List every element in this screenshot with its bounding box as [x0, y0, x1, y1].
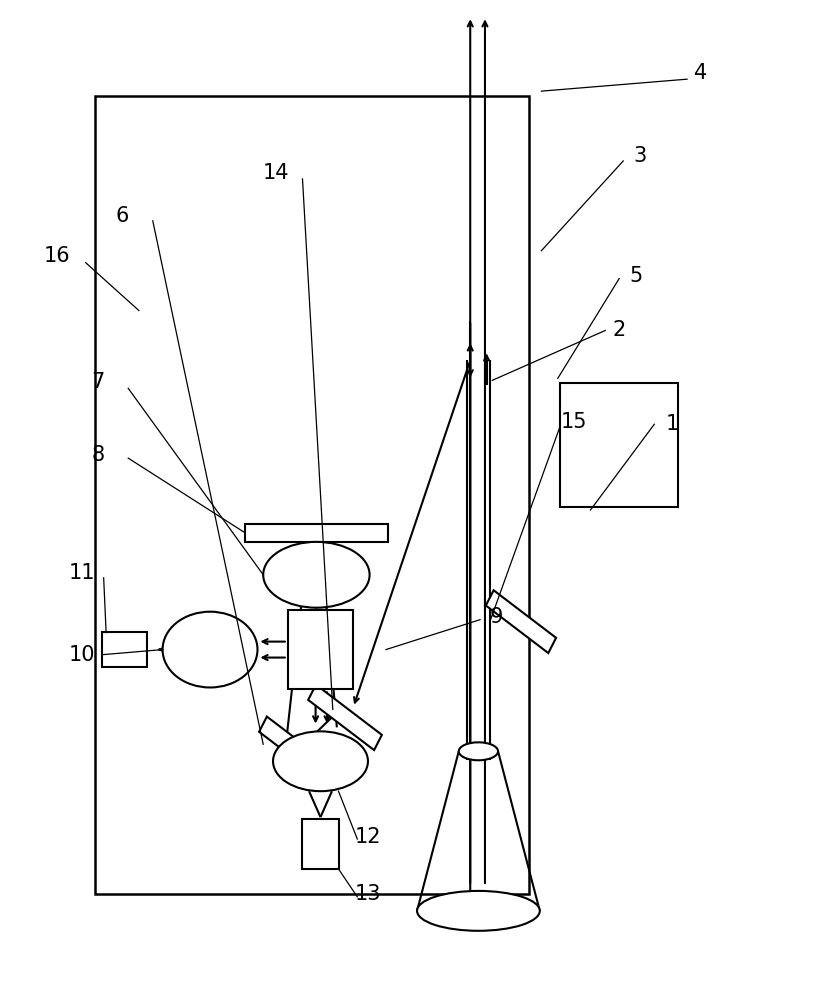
Text: 14: 14: [262, 163, 289, 183]
Polygon shape: [259, 717, 333, 782]
Polygon shape: [308, 685, 382, 750]
Bar: [245, 524, 388, 542]
Text: 16: 16: [44, 246, 71, 266]
Text: 12: 12: [355, 827, 381, 847]
Text: 1: 1: [666, 414, 679, 434]
Text: 2: 2: [612, 320, 626, 340]
Text: 7: 7: [91, 372, 104, 392]
Text: 13: 13: [355, 884, 381, 904]
Bar: [560, 383, 678, 507]
Text: 3: 3: [633, 146, 646, 166]
Bar: [102, 632, 147, 667]
Ellipse shape: [459, 742, 498, 760]
Ellipse shape: [273, 731, 368, 791]
Text: 4: 4: [695, 63, 708, 83]
Bar: [95, 96, 530, 894]
Bar: [301, 819, 339, 869]
Text: 5: 5: [629, 266, 642, 286]
Ellipse shape: [417, 891, 539, 931]
Text: 15: 15: [561, 412, 587, 432]
Bar: [288, 610, 353, 689]
Text: 8: 8: [91, 445, 104, 465]
Text: 10: 10: [68, 645, 94, 665]
Text: 9: 9: [489, 607, 503, 627]
Text: 6: 6: [116, 206, 129, 226]
Text: 11: 11: [68, 563, 94, 583]
Polygon shape: [486, 590, 556, 653]
Ellipse shape: [163, 612, 258, 687]
Ellipse shape: [264, 542, 369, 608]
